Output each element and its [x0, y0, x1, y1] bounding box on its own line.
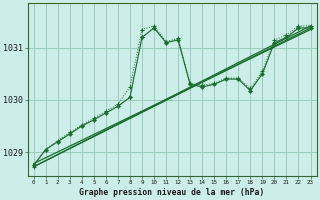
X-axis label: Graphe pression niveau de la mer (hPa): Graphe pression niveau de la mer (hPa): [79, 188, 265, 197]
